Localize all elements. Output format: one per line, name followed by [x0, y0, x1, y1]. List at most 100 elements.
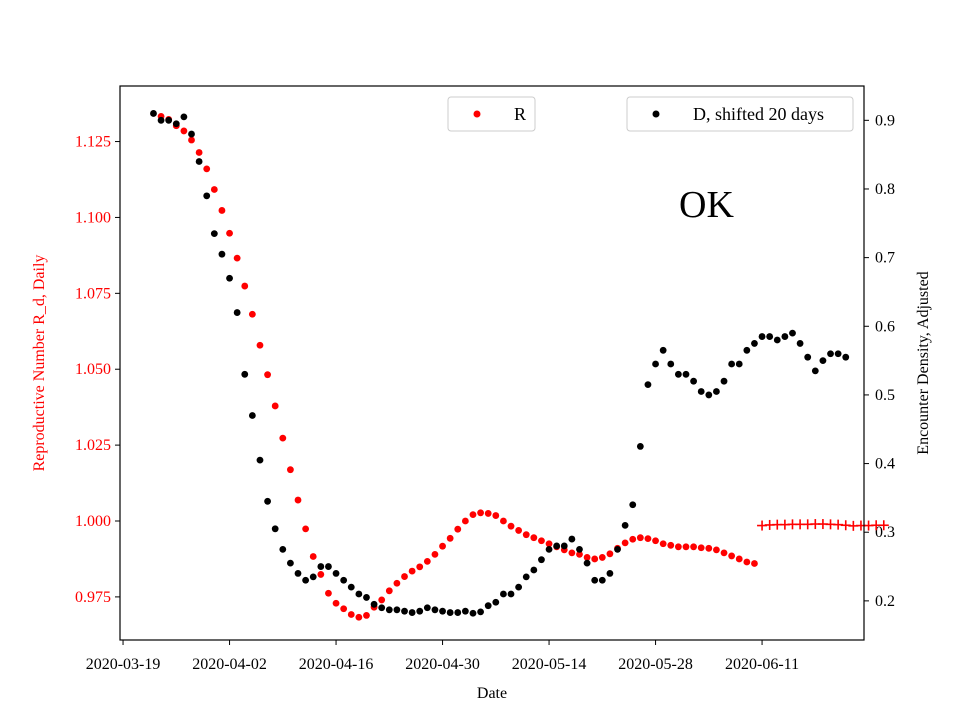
- legend-d: D, shifted 20 days: [626, 96, 854, 132]
- d-point: [294, 570, 302, 577]
- r-point: [210, 186, 218, 193]
- left-y-tick-label: 0.975: [75, 589, 111, 606]
- r-point: [576, 550, 583, 558]
- left-y-tick-label: 1.025: [75, 437, 111, 454]
- r-point: [393, 579, 401, 587]
- r-point: [309, 553, 317, 560]
- r-point: [317, 571, 325, 578]
- right-y-tick-label: 0.7: [875, 250, 895, 267]
- d-point: [271, 525, 279, 533]
- d-point: [469, 609, 477, 617]
- right-y-tick-label: 0.2: [875, 593, 895, 610]
- d-point: [401, 607, 408, 615]
- legend-r-marker: [473, 110, 481, 118]
- r-point: [431, 550, 439, 558]
- d-point: [652, 360, 659, 368]
- d-point: [743, 346, 751, 354]
- legend-d-marker: [652, 110, 660, 118]
- r-point: [515, 527, 523, 534]
- d-point: [218, 250, 226, 258]
- r-point: [423, 557, 431, 565]
- d-point: [713, 388, 720, 395]
- d-point: [226, 274, 233, 282]
- legend-r: R: [447, 96, 536, 132]
- r-point: [416, 563, 424, 571]
- r-point: [735, 555, 743, 563]
- d-point: [325, 563, 332, 570]
- d-point: [576, 545, 583, 553]
- d-point: [370, 600, 378, 608]
- r-point: [652, 537, 659, 545]
- r-point: [446, 534, 454, 542]
- r-point: [218, 207, 226, 214]
- right-y-tick-label: 0.8: [875, 181, 895, 198]
- right-y-tick-label: 0.9: [875, 112, 895, 129]
- d-point: [423, 604, 431, 612]
- d-point: [568, 535, 576, 543]
- r-point: [188, 136, 195, 144]
- d-point: [606, 570, 614, 577]
- plot-series: [150, 110, 889, 621]
- r-point: [271, 402, 279, 410]
- r-point: [408, 567, 416, 575]
- legend-d-frame: [626, 96, 854, 132]
- d-point: [842, 353, 850, 361]
- x-tick-label: 2020-05-14: [512, 656, 587, 673]
- left-y-tick-label: 1.050: [75, 361, 111, 378]
- d-point: [811, 367, 819, 375]
- d-point: [728, 360, 736, 368]
- r-point: [439, 542, 446, 550]
- r-point: [659, 540, 667, 548]
- d-point: [766, 333, 774, 340]
- x-tick-label: 2020-06-11: [725, 656, 799, 673]
- d-point: [347, 583, 355, 591]
- d-point: [279, 545, 287, 553]
- r-point: [644, 535, 652, 543]
- d-point: [393, 606, 401, 614]
- right-y-tick-label: 0.6: [875, 318, 895, 335]
- d-point: [454, 609, 462, 616]
- r-point: [461, 517, 469, 525]
- d-point: [773, 336, 781, 344]
- plot-frame: [119, 85, 865, 641]
- r-point: [378, 596, 386, 604]
- d-point: [484, 602, 492, 610]
- d-point: [789, 329, 796, 337]
- d-point: [378, 604, 386, 612]
- d-point: [340, 576, 348, 584]
- d-point: [363, 594, 370, 601]
- d-point: [751, 340, 758, 347]
- r-point: [340, 605, 348, 613]
- d-point: [408, 609, 416, 616]
- r-point: [545, 540, 553, 548]
- d-point: [659, 346, 667, 354]
- r-point: [325, 589, 332, 597]
- r-point: [713, 546, 720, 554]
- d-point: [644, 381, 652, 389]
- d-point: [195, 158, 203, 165]
- r-point: [347, 611, 355, 618]
- d-point: [819, 357, 827, 364]
- r-point: [598, 554, 606, 561]
- d-point: [500, 590, 507, 598]
- r-point: [705, 544, 713, 552]
- r-point: [279, 434, 287, 442]
- d-point: [241, 370, 249, 378]
- r-point: [203, 165, 211, 173]
- right-y-axis-label: Encounter Density, Adjusted: [915, 271, 932, 454]
- d-point: [598, 576, 606, 584]
- r-point: [674, 543, 682, 551]
- d-point: [188, 130, 195, 138]
- r-point: [256, 341, 264, 349]
- r-point: [363, 612, 370, 619]
- right-y-tick-label: 0.4: [875, 456, 895, 473]
- r-point: [583, 554, 591, 561]
- r-point: [751, 560, 758, 567]
- r-point: [538, 537, 545, 545]
- d-point: [507, 590, 515, 598]
- r-point: [591, 555, 599, 563]
- r-point: [454, 525, 462, 533]
- d-point: [583, 559, 591, 567]
- r-point: [690, 543, 697, 551]
- r-point: [629, 535, 637, 543]
